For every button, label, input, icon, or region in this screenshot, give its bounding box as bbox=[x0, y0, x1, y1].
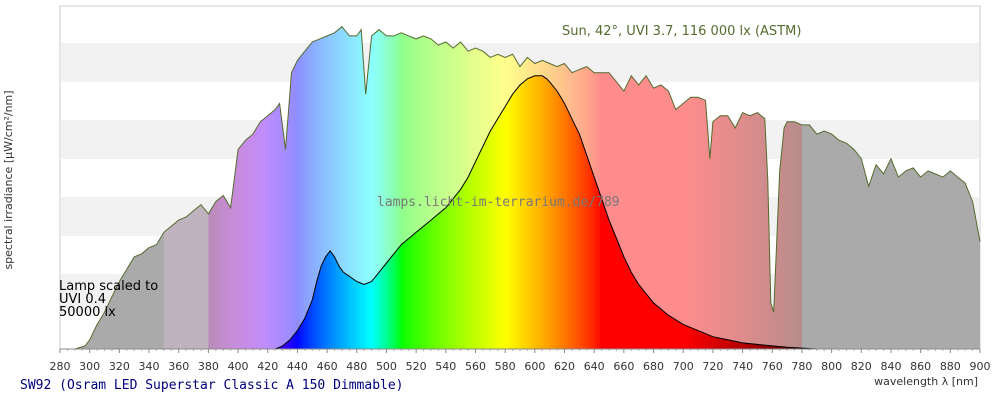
x-tick-label: 440 bbox=[287, 360, 308, 373]
lamp-label-line-3: 50000 lx bbox=[59, 305, 116, 320]
x-tick-label: 380 bbox=[198, 360, 219, 373]
x-tick-label: 500 bbox=[376, 360, 397, 373]
x-tick-label: 360 bbox=[168, 360, 189, 373]
lamp-label-line-1: Lamp scaled to bbox=[59, 279, 158, 294]
x-tick-label: 560 bbox=[465, 360, 486, 373]
x-tick-label: 600 bbox=[524, 360, 545, 373]
x-tick-label: 820 bbox=[851, 360, 872, 373]
x-tick-label: 860 bbox=[910, 360, 931, 373]
x-tick-label: 520 bbox=[406, 360, 427, 373]
x-tick-label: 720 bbox=[702, 360, 723, 373]
x-axis-ticks: 280 300 320 340 360 380 400 420 440 460 480 500 520 5… bbox=[50, 349, 991, 373]
x-tick-label: 800 bbox=[821, 360, 842, 373]
x-tick-label: 780 bbox=[791, 360, 812, 373]
x-tick-label: 700 bbox=[673, 360, 694, 373]
x-axis-label: wavelength λ [nm] bbox=[874, 375, 978, 388]
x-tick-label: 580 bbox=[495, 360, 516, 373]
x-tick-label: 400 bbox=[228, 360, 249, 373]
x-tick-label: 280 bbox=[50, 360, 71, 373]
x-tick-label: 340 bbox=[139, 360, 160, 373]
y-axis-label: spectral irradiance [µW/cm²/nm] bbox=[2, 90, 15, 269]
x-tick-label: 880 bbox=[940, 360, 961, 373]
x-tick-label: 660 bbox=[613, 360, 634, 373]
watermark: lamps.licht-im-terrarium.de/789 bbox=[377, 195, 620, 210]
x-tick-label: 460 bbox=[317, 360, 338, 373]
x-tick-label: 760 bbox=[762, 360, 783, 373]
x-tick-label: 620 bbox=[554, 360, 575, 373]
x-tick-label: 900 bbox=[970, 360, 991, 373]
chart-caption: SW92 (Osram LED Superstar Classic A 150 … bbox=[20, 378, 404, 393]
x-tick-label: 420 bbox=[257, 360, 278, 373]
x-tick-label: 640 bbox=[584, 360, 605, 373]
x-tick-label: 300 bbox=[79, 360, 100, 373]
sun-label: Sun, 42°, UVI 3.7, 116 000 lx (ASTM) bbox=[562, 24, 801, 39]
x-tick-label: 840 bbox=[880, 360, 901, 373]
x-tick-label: 680 bbox=[643, 360, 664, 373]
x-tick-label: 320 bbox=[109, 360, 130, 373]
lamp-spectrum-line bbox=[275, 75, 817, 350]
lamp-label-line-2: UVI 0.4 bbox=[59, 292, 106, 307]
x-tick-label: 540 bbox=[435, 360, 456, 373]
x-tick-label: 740 bbox=[732, 360, 753, 373]
sun-spectrum-line bbox=[74, 25, 981, 350]
x-tick-label: 480 bbox=[346, 360, 367, 373]
